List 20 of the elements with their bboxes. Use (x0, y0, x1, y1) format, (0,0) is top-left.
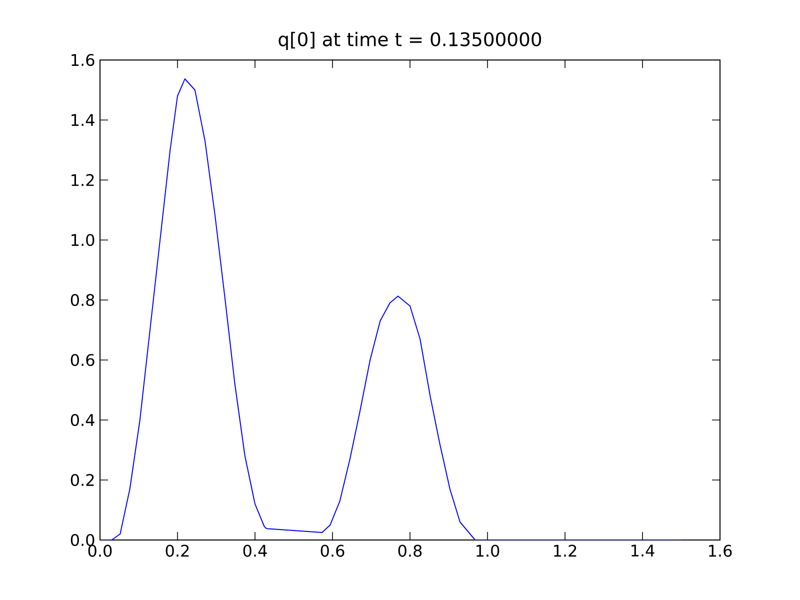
y-tick-label: 0.2 (70, 474, 94, 486)
x-tick-label: 0.8 (398, 544, 422, 557)
line-series (100, 78, 682, 540)
y-tick-label: 0.0 (70, 534, 94, 546)
y-tick-label: 0.4 (70, 414, 94, 426)
x-tick-label: 1.4 (632, 544, 654, 556)
x-tick-label: 1.0 (476, 544, 500, 557)
y-tick-label: 1.6 (72, 54, 94, 66)
y-tick-label: 0.8 (70, 294, 94, 306)
x-tick-label: 0.0 (88, 544, 112, 557)
y-tick-label: 1.0 (72, 234, 94, 246)
y-tick-label: 1.2 (72, 174, 94, 186)
y-tick-label: 0.6 (70, 354, 94, 366)
x-tick-label: 1.6 (709, 544, 732, 557)
chart-title: q[0] at time t = 0.13500000 (278, 32, 542, 50)
x-tick-label: 0.2 (166, 544, 189, 557)
y-tick-label: 1.4 (72, 114, 94, 126)
x-tick-label: 0.6 (320, 544, 344, 557)
x-tick-label: 1.2 (554, 544, 576, 557)
x-tick-label: 0.4 (243, 544, 267, 557)
